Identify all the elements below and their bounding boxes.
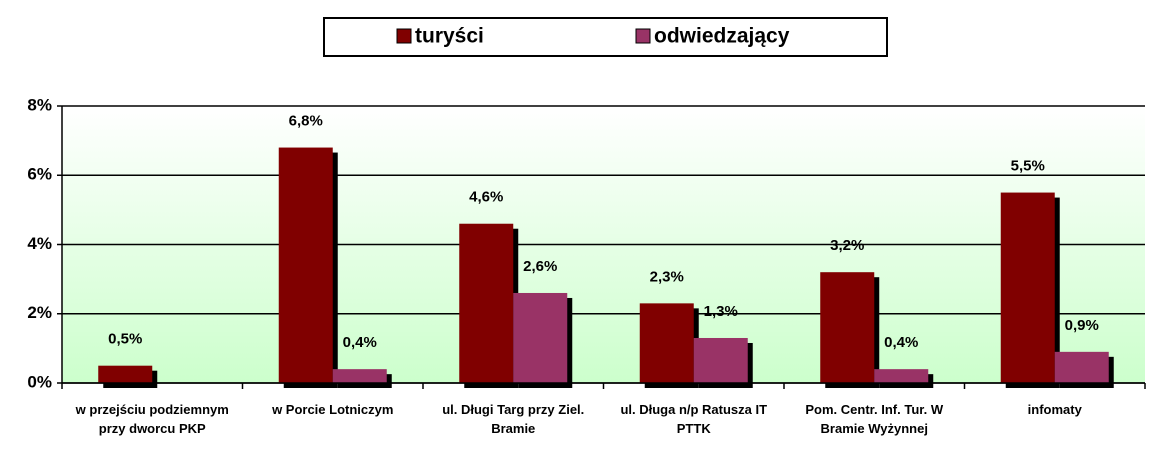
value-label: 2,3% bbox=[650, 268, 684, 285]
value-label: 6,8% bbox=[289, 113, 323, 130]
x-tick-label: ul. Długa n/p Ratusza IT PTTK bbox=[620, 402, 768, 436]
legend-swatch bbox=[396, 28, 412, 44]
bar bbox=[820, 272, 875, 383]
bar bbox=[874, 369, 929, 383]
y-tick-label: 0% bbox=[27, 372, 52, 391]
x-tick-label: Pom. Centr. Inf. Tur. W Bramie Wyżynnej bbox=[805, 402, 944, 436]
bar bbox=[639, 303, 694, 383]
value-label: 5,5% bbox=[1011, 158, 1045, 175]
x-tick-label: w przejściu podziemnym przy dworcu PKP bbox=[75, 402, 229, 436]
bar bbox=[98, 365, 153, 383]
bar bbox=[1054, 351, 1109, 383]
value-label: 3,2% bbox=[830, 237, 864, 254]
value-label: 1,3% bbox=[704, 303, 738, 320]
value-label: 0,5% bbox=[108, 331, 142, 348]
x-tick-label: infomaty bbox=[1027, 402, 1082, 417]
legend-label: turyści bbox=[415, 25, 484, 48]
y-tick-label: 6% bbox=[27, 165, 52, 184]
x-tick-label: ul. Długi Targ przy Ziel. Bramie bbox=[442, 402, 585, 436]
value-label: 0,4% bbox=[884, 334, 918, 351]
bar bbox=[332, 369, 387, 383]
legend-swatch bbox=[635, 28, 651, 44]
y-tick-label: 8% bbox=[27, 95, 52, 114]
y-tick-label: 4% bbox=[27, 234, 52, 253]
x-tick-label: w Porcie Lotniczym bbox=[272, 402, 394, 417]
value-label: 2,6% bbox=[523, 258, 557, 275]
bar bbox=[459, 223, 514, 383]
value-label: 4,6% bbox=[469, 189, 503, 206]
value-label: 0,9% bbox=[1065, 317, 1099, 334]
value-label: 0,4% bbox=[343, 334, 377, 351]
y-tick-label: 2% bbox=[27, 303, 52, 322]
bar bbox=[693, 337, 748, 383]
bar bbox=[278, 147, 333, 383]
legend-label: odwiedzający bbox=[654, 25, 790, 48]
legend-box bbox=[323, 17, 888, 57]
bar bbox=[513, 292, 568, 383]
bar bbox=[1000, 192, 1055, 383]
